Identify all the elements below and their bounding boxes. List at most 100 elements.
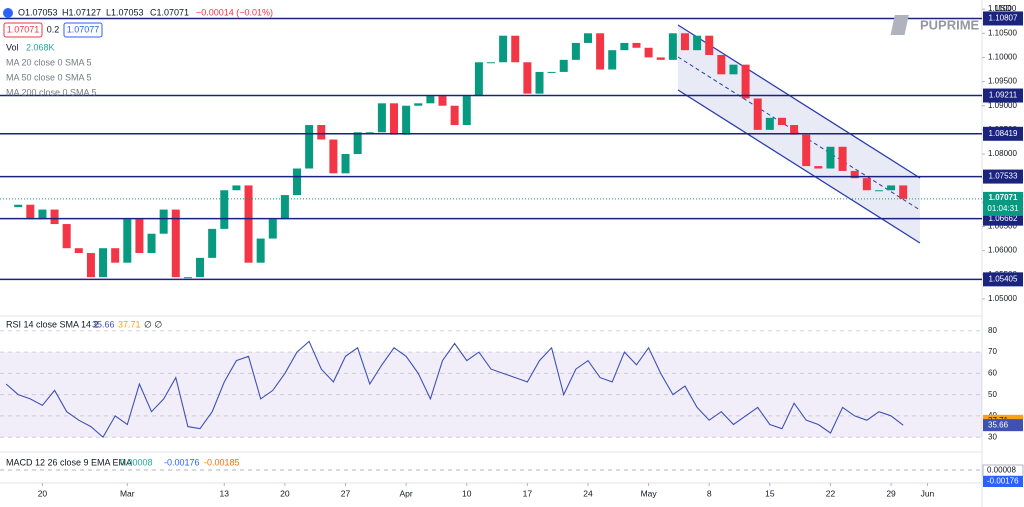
level-label-box <box>983 126 1023 141</box>
candle <box>474 62 483 97</box>
candle <box>583 33 592 43</box>
candle <box>159 209 168 234</box>
level-label: 1.08419 <box>989 129 1018 138</box>
level-label-box <box>983 169 1023 184</box>
candle <box>862 178 871 191</box>
level-label-box <box>983 88 1023 103</box>
candle <box>208 228 217 258</box>
candle <box>220 190 229 229</box>
ohlc-low: L1.07053 <box>106 7 144 17</box>
last-price: 1.07071 <box>989 193 1018 202</box>
candle <box>14 204 23 208</box>
candle <box>135 219 144 254</box>
x-tick-label: 10 <box>462 488 472 498</box>
y-tick-label: 1.06500 <box>988 222 1017 231</box>
candle <box>280 195 289 220</box>
candle <box>741 64 750 99</box>
marks <box>0 17 982 471</box>
x-tick-label: 13 <box>220 488 230 498</box>
candle <box>123 219 132 263</box>
ohlc-open: O1.07053 <box>18 7 58 17</box>
candle <box>814 166 823 169</box>
ohlc-close: C1.07071 <box>150 7 189 17</box>
level-label: 1.06662 <box>989 214 1018 223</box>
candle <box>86 253 95 278</box>
currency: USD <box>995 4 1012 13</box>
candle <box>196 257 205 278</box>
candle <box>390 103 399 135</box>
brand-logo <box>890 15 909 35</box>
candle <box>402 105 411 135</box>
candle <box>535 71 544 94</box>
ask: 1.07077 <box>67 24 100 34</box>
candle <box>38 209 47 220</box>
x-tick-label: 27 <box>341 488 351 498</box>
candle <box>717 55 726 75</box>
level-label-box <box>983 11 1023 26</box>
candle <box>256 238 265 263</box>
y-tick-label: 1.08000 <box>988 149 1017 158</box>
macd-box <box>983 476 1023 487</box>
spread: 0.2 <box>47 24 60 34</box>
candle <box>341 154 350 174</box>
macd-title: MACD 12 26 close 9 EMA EMA <box>6 457 132 467</box>
x-tick-label: Apr <box>400 488 413 498</box>
level-label: 1.07533 <box>989 172 1018 181</box>
candle <box>171 209 180 278</box>
candle <box>50 209 59 225</box>
candle <box>887 185 896 191</box>
x-tick-label: 22 <box>826 488 836 498</box>
last-price-box <box>983 191 1023 216</box>
candle <box>147 233 156 254</box>
rsi-tick-label: 30 <box>988 432 997 441</box>
ma-20: MA 20 close 0 SMA 5 <box>6 57 92 67</box>
candle <box>317 125 326 140</box>
rsi-line <box>5 340 904 439</box>
macd-legend-macd: -0.00176 <box>164 457 200 467</box>
rsi-legend-value: 35.66 <box>92 319 115 329</box>
candle <box>377 103 386 133</box>
candle <box>790 125 799 135</box>
candle <box>414 103 423 106</box>
candle <box>632 42 641 48</box>
candle <box>668 33 677 60</box>
legend: O1.07053 H1.07127 L1.07053 C1.07071 −0.0… <box>3 7 273 467</box>
x-tick-label: May <box>641 488 658 498</box>
y-tick-label: 1.09000 <box>988 101 1017 110</box>
candle <box>499 35 508 63</box>
level-label: 1.09211 <box>989 91 1018 100</box>
candle <box>511 35 520 63</box>
bid-box[interactable] <box>3 22 43 38</box>
ohlc-high: H1.07127 <box>62 7 101 17</box>
candle <box>644 47 653 58</box>
candle <box>899 185 908 199</box>
x-tick-label: Jun <box>921 488 935 498</box>
rsi-legend-sma: 37.71 <box>118 319 141 329</box>
channel-lower <box>677 89 921 244</box>
rsi-tick-label: 70 <box>988 347 997 356</box>
candle <box>802 134 811 167</box>
y-tick-label: 1.05000 <box>988 294 1017 303</box>
level-label: 1.10807 <box>989 14 1018 23</box>
candle <box>99 248 108 278</box>
ask-box[interactable] <box>63 22 103 38</box>
candle <box>596 33 605 70</box>
candle <box>305 125 314 169</box>
macd-hist-value: 0.00008 <box>987 466 1016 475</box>
y-tick-label: 1.06000 <box>988 246 1017 255</box>
y-tick-label: 1.11000 <box>988 4 1017 13</box>
x-tick-label: 15 <box>765 488 775 498</box>
candle <box>874 190 883 192</box>
candle <box>850 170 859 179</box>
volume-label: Vol <box>6 42 19 52</box>
level-label-box <box>983 272 1023 287</box>
candle <box>268 219 277 239</box>
y-tick-label: 1.10500 <box>988 28 1017 37</box>
candle <box>26 204 35 220</box>
candle <box>74 248 83 254</box>
candle <box>426 96 435 104</box>
rsi-tick-label: 80 <box>988 326 997 335</box>
x-tick-label: 20 <box>38 488 48 498</box>
rsi-value: 35.66 <box>988 420 1009 429</box>
